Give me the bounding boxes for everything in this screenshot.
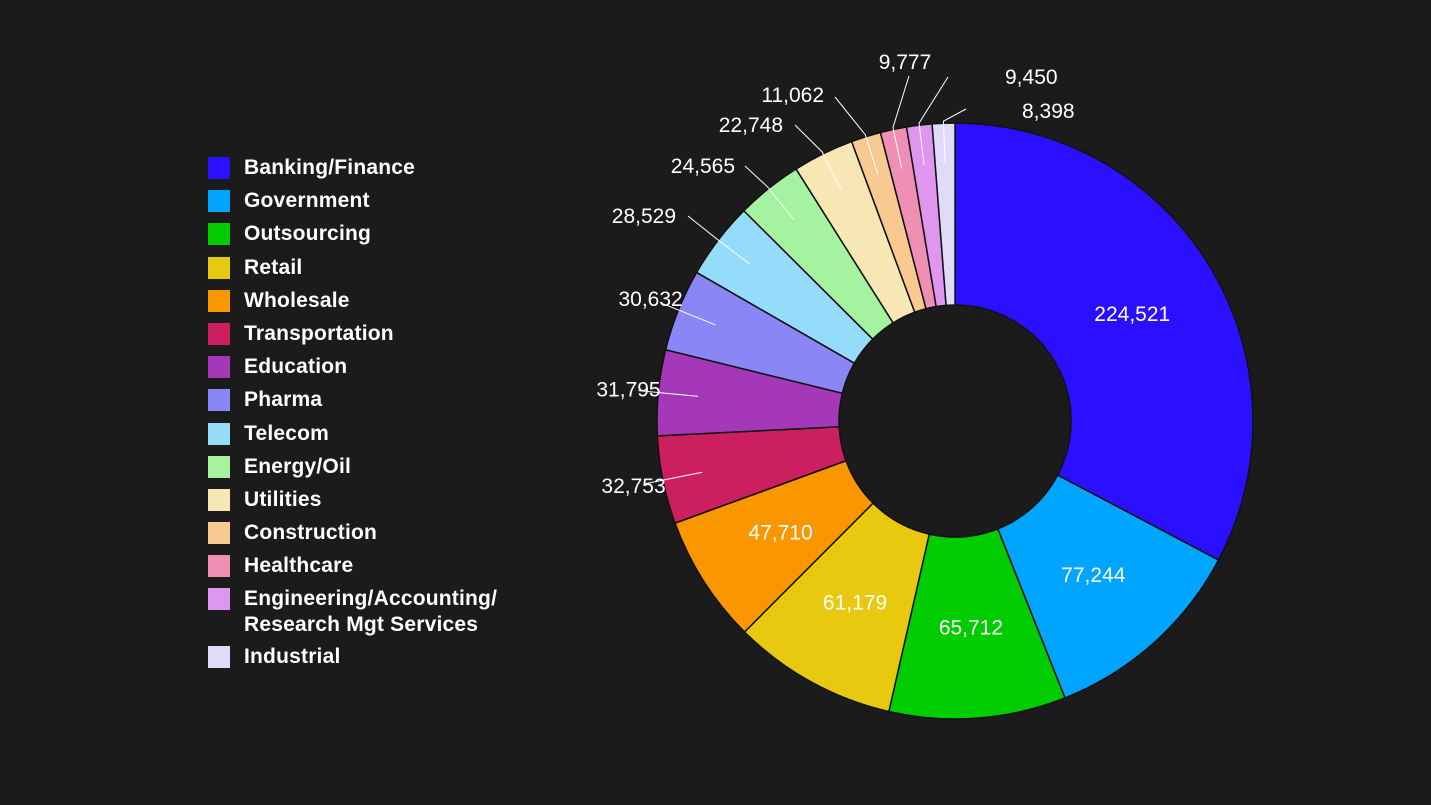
slice-value-label: 22,748: [719, 114, 783, 137]
legend-label: Retail: [244, 255, 303, 279]
slice-value-label: 224,521: [1094, 303, 1170, 326]
leader-line: [643, 471, 703, 485]
legend-label: Transportation: [244, 321, 394, 345]
leader-line: [659, 302, 716, 326]
slice-2: [887, 527, 1066, 720]
legend-swatch: [208, 588, 230, 611]
legend-item: Retail: [208, 255, 497, 288]
legend-item: Construction: [208, 520, 497, 553]
legend-label: Engineering/Accounting/ Research Mgt Ser…: [244, 587, 498, 637]
legend-swatch: [208, 488, 230, 511]
legend-item: Telecom: [208, 421, 497, 454]
legend-item: Wholesale: [208, 288, 497, 321]
leader-line: [834, 96, 879, 175]
legend-item: Healthcare: [208, 553, 497, 586]
legend-swatch: [208, 356, 230, 379]
legend-label: Construction: [244, 521, 378, 545]
legend-item: Government: [208, 188, 497, 221]
legend-item: Industrial: [208, 644, 497, 677]
slice-value-label: 9,450: [1005, 66, 1058, 89]
leader-line: [744, 165, 795, 220]
legend-item: Engineering/Accounting/ Research Mgt Ser…: [208, 586, 497, 644]
slice-value-label: 28,529: [612, 205, 676, 228]
legend-label: Utilities: [244, 487, 322, 511]
legend-item: Utilities: [208, 487, 497, 520]
slice-0: [954, 122, 1254, 562]
slice-value-label: 31,795: [596, 379, 660, 402]
legend-swatch: [208, 157, 230, 179]
leader-line: [794, 124, 842, 190]
legend-swatch: [208, 190, 230, 213]
legend-label: Pharma: [244, 388, 323, 412]
legend-item: Banking/Finance: [208, 155, 497, 188]
legend-swatch: [208, 322, 230, 345]
slice-1: [996, 474, 1220, 699]
slice-value-label: 9,777: [879, 51, 932, 74]
leader-line: [638, 390, 699, 397]
slice-14: [931, 122, 956, 307]
legend-label: Energy/Oil: [244, 454, 352, 478]
slice-value-label: 11,062: [761, 84, 824, 107]
slice-value-label: 8,398: [1022, 100, 1075, 123]
legend-swatch: [208, 389, 230, 412]
legend-label: Industrial: [244, 645, 341, 669]
slice-value-label: 47,710: [748, 521, 812, 544]
legend-label: Healthcare: [244, 554, 354, 578]
legend-item: Pharma: [208, 387, 497, 420]
slice-value-label: 61,179: [823, 591, 887, 614]
legend-item: Outsourcing: [208, 221, 497, 254]
legend-swatch: [208, 289, 230, 312]
legend-swatch: [208, 256, 230, 279]
legend-item: Transportation: [208, 321, 497, 354]
legend-swatch: [208, 555, 230, 578]
leader-line: [918, 76, 949, 165]
chart-legend: Banking/Finance Government Outsourcing Reta…: [208, 155, 497, 678]
legend-item: Energy/Oil: [208, 454, 497, 487]
leader-line: [687, 215, 751, 265]
legend-label: Banking/Finance: [244, 156, 416, 179]
legend-swatch: [208, 646, 230, 669]
legend-swatch: [208, 455, 230, 478]
legend-swatch: [208, 223, 230, 246]
slice-value-label: 65,712: [939, 616, 1003, 639]
legend-item: Education: [208, 354, 497, 387]
legend-label: Telecom: [244, 421, 330, 445]
legend-label: Education: [244, 355, 348, 379]
slice-value-label: 24,565: [671, 155, 735, 178]
leader-line: [942, 108, 967, 164]
slice-value-label: 30,632: [618, 288, 682, 311]
legend-label: Outsourcing: [244, 222, 372, 246]
legend-swatch: [208, 422, 230, 445]
leader-line: [892, 75, 910, 169]
legend-label: Wholesale: [244, 288, 350, 312]
legend-label: Government: [244, 189, 370, 213]
slice-value-label: 77,244: [1061, 564, 1126, 587]
slice-value-label: 32,753: [601, 475, 665, 498]
legend-swatch: [208, 522, 230, 545]
